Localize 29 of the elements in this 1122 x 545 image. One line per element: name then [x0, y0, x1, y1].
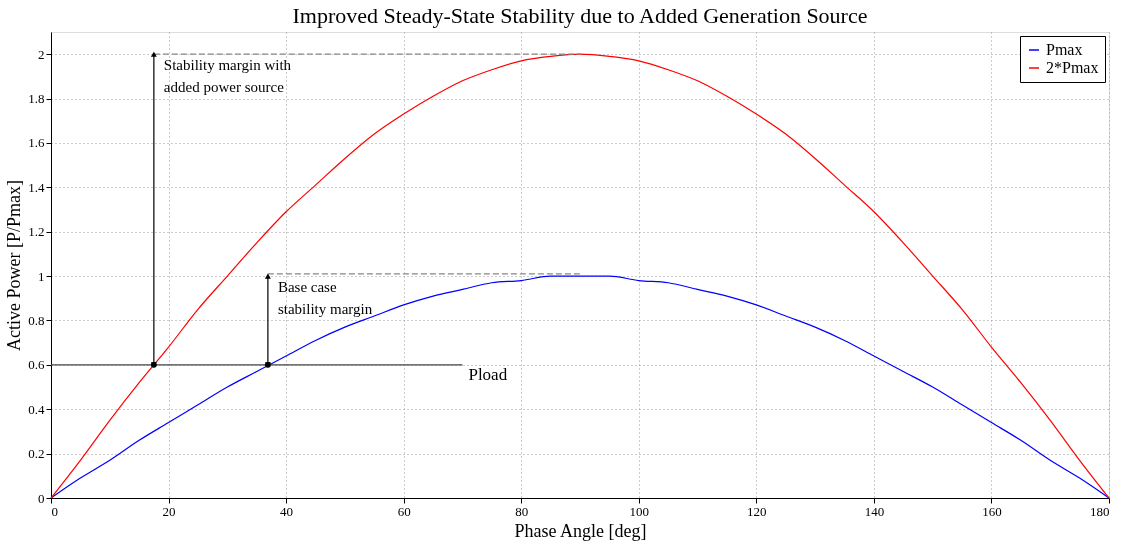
y-tick-label: 0.4 — [28, 401, 45, 417]
x-tick-label: 0 — [51, 503, 58, 519]
chart-title: Improved Steady-State Stability due to Added Generation Source — [292, 3, 868, 28]
series-label: Pload — [468, 364, 508, 384]
annotation: Base case stability margin — [277, 279, 373, 318]
x-tick-label: 40 — [280, 503, 294, 519]
x-tick-label: 120 — [747, 503, 767, 519]
y-tick-label: 1.2 — [28, 224, 45, 240]
y-tick-label: 1.6 — [28, 135, 45, 151]
x-tick-label: 20 — [162, 503, 176, 519]
legend-label: Pmax — [1046, 41, 1083, 58]
y-tick-label: 2 — [38, 46, 45, 62]
y-tick-label: 1.8 — [28, 91, 45, 107]
x-tick-label: 80 — [515, 503, 529, 519]
x-tick-label: 100 — [629, 503, 650, 519]
y-tick-label: 0.6 — [28, 357, 45, 373]
annotation: Stability margin with added power source — [163, 57, 292, 96]
y-tick-label: 1 — [38, 268, 45, 284]
x-tick-label: 140 — [864, 503, 885, 519]
x-tick-label: 60 — [397, 503, 411, 519]
y-tick-label: 0.2 — [28, 446, 45, 462]
x-axis-title: Phase Angle [deg] — [514, 520, 647, 541]
x-tick-label: 180 — [1090, 503, 1110, 519]
y-tick-label: 0.8 — [28, 312, 45, 328]
legend-label: 2*Pmax — [1046, 59, 1099, 76]
x-tick-label: 160 — [982, 503, 1002, 519]
y-tick-label: 1.4 — [28, 179, 45, 195]
y-axis-title: Active Power [P/Pmax] — [4, 180, 25, 351]
y-tick-label: 0 — [38, 490, 45, 506]
